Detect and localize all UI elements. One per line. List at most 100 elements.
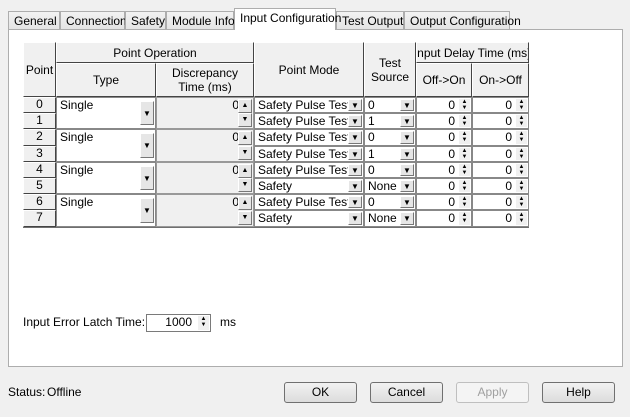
discrepancy-time-value: 0 xyxy=(232,162,239,177)
spin-down-icon[interactable]: ▼ xyxy=(238,113,252,128)
chevron-down-icon[interactable]: ▼ xyxy=(348,196,362,209)
point-mode-dropdown[interactable]: Safety Pulse Test ▼ xyxy=(254,145,364,162)
spinner-icon[interactable]: ▲ ▼ xyxy=(459,115,470,128)
spinner-icon[interactable]: ▲ ▼ xyxy=(516,180,527,193)
spin-up-icon[interactable]: ▲ xyxy=(238,196,252,211)
off-on-delay-input[interactable]: 0 ▲ ▼ xyxy=(416,161,472,178)
chevron-down-icon[interactable]: ▼ xyxy=(348,163,362,176)
discrepancy-time-input[interactable]: 0 ▲ ▼ xyxy=(156,161,254,195)
header-on-off: On->Off xyxy=(472,63,529,97)
chevron-down-icon[interactable]: ▼ xyxy=(348,147,362,160)
spin-up-icon[interactable]: ▲ xyxy=(238,131,252,146)
chevron-down-icon[interactable]: ▼ xyxy=(140,165,154,191)
test-source-dropdown[interactable]: 1 ▼ xyxy=(364,113,416,130)
test-source-dropdown[interactable]: 0 ▼ xyxy=(364,194,416,211)
point-mode-value: Safety Pulse Test xyxy=(258,130,351,145)
off-on-delay-input[interactable]: 0 ▲ ▼ xyxy=(416,129,472,146)
chevron-down-icon[interactable]: ▼ xyxy=(400,147,414,160)
spin-down-icon[interactable]: ▼ xyxy=(238,145,252,160)
on-off-delay-input[interactable]: 0 ▲ ▼ xyxy=(472,97,529,114)
chevron-down-icon[interactable]: ▼ xyxy=(400,115,414,128)
point-mode-dropdown[interactable]: Safety Pulse Test ▼ xyxy=(254,161,364,178)
on-off-delay-input[interactable]: 0 ▲ ▼ xyxy=(472,194,529,211)
on-off-delay-input[interactable]: 0 ▲ ▼ xyxy=(472,178,529,195)
tab-input-configuration[interactable]: Input Configuration xyxy=(234,8,341,30)
test-source-dropdown[interactable]: 0 ▼ xyxy=(364,129,416,146)
chevron-down-icon[interactable]: ▼ xyxy=(400,196,414,209)
tab-module-info[interactable]: Module Info xyxy=(166,11,235,30)
off-on-delay-input[interactable]: 0 ▲ ▼ xyxy=(416,178,472,195)
chevron-down-icon[interactable]: ▼ xyxy=(140,198,154,223)
type-dropdown[interactable]: Single ▼ xyxy=(56,161,156,195)
spinner-icon[interactable]: ▲ ▼ xyxy=(516,196,527,209)
chevron-down-icon[interactable]: ▼ xyxy=(400,180,414,193)
spin-up-icon[interactable]: ▲ xyxy=(238,163,252,178)
latch-time-input[interactable]: 1000 ▲ ▼ xyxy=(146,314,211,332)
discrepancy-time-input[interactable]: 0 ▲ ▼ xyxy=(156,129,254,162)
spinner-icon[interactable]: ▲ ▼ xyxy=(516,115,527,128)
point-mode-dropdown[interactable]: Safety Pulse Test ▼ xyxy=(254,113,364,130)
apply-button[interactable]: Apply xyxy=(456,382,529,403)
type-dropdown[interactable]: Single ▼ xyxy=(56,97,156,130)
spinner-icon[interactable]: ▲ ▼ xyxy=(459,163,470,176)
test-source-dropdown[interactable]: 1 ▼ xyxy=(364,145,416,162)
type-dropdown[interactable]: Single ▼ xyxy=(56,129,156,162)
off-on-delay-input[interactable]: 0 ▲ ▼ xyxy=(416,113,472,130)
test-source-dropdown[interactable]: None ▼ xyxy=(364,210,416,227)
test-source-dropdown[interactable]: None ▼ xyxy=(364,178,416,195)
tab-test-output[interactable]: Test Output xyxy=(336,11,404,30)
chevron-down-icon[interactable]: ▼ xyxy=(348,115,362,128)
point-mode-dropdown[interactable]: Safety Pulse Test ▼ xyxy=(254,97,364,114)
off-on-delay-input[interactable]: 0 ▲ ▼ xyxy=(416,97,472,114)
chevron-down-icon[interactable]: ▼ xyxy=(348,131,362,144)
chevron-down-icon[interactable]: ▼ xyxy=(348,212,362,225)
chevron-down-icon[interactable]: ▼ xyxy=(140,101,154,126)
test-source-dropdown[interactable]: 0 ▼ xyxy=(364,97,416,114)
spinner-icon[interactable]: ▲ ▼ xyxy=(459,180,470,193)
spinner-icon[interactable]: ▲ ▼ xyxy=(459,99,470,112)
spin-down-icon[interactable]: ▼ xyxy=(238,178,252,193)
spin-up-icon[interactable]: ▲ xyxy=(238,99,252,113)
tab-general[interactable]: General xyxy=(8,11,60,30)
spin-down-icon[interactable]: ▼ xyxy=(238,210,252,225)
on-off-delay-input[interactable]: 0 ▲ ▼ xyxy=(472,145,529,162)
off-on-delay-input[interactable]: 0 ▲ ▼ xyxy=(416,210,472,227)
on-off-delay-input[interactable]: 0 ▲ ▼ xyxy=(472,161,529,178)
on-off-delay-input[interactable]: 0 ▲ ▼ xyxy=(472,210,529,227)
spinner-icon[interactable]: ▲ ▼ xyxy=(516,131,527,144)
spinner-icon[interactable]: ▲ ▼ xyxy=(516,147,527,160)
latch-time-spinner[interactable]: ▲ ▼ xyxy=(198,316,209,330)
spinner-icon[interactable]: ▲ ▼ xyxy=(459,212,470,225)
spinner-icon[interactable]: ▲ ▼ xyxy=(459,147,470,160)
spinner-icon[interactable]: ▲ ▼ xyxy=(459,131,470,144)
chevron-down-icon[interactable]: ▼ xyxy=(400,163,414,176)
on-off-delay-input[interactable]: 0 ▲ ▼ xyxy=(472,113,529,130)
off-on-delay-input[interactable]: 0 ▲ ▼ xyxy=(416,194,472,211)
spinner-icon[interactable]: ▲ ▼ xyxy=(516,99,527,112)
chevron-down-icon[interactable]: ▼ xyxy=(348,99,362,112)
spinner-icon[interactable]: ▲ ▼ xyxy=(516,212,527,225)
chevron-down-icon[interactable]: ▼ xyxy=(400,212,414,225)
help-button[interactable]: Help xyxy=(542,382,615,403)
point-mode-dropdown[interactable]: Safety ▼ xyxy=(254,210,364,227)
point-mode-dropdown[interactable]: Safety ▼ xyxy=(254,178,364,195)
tab-connection[interactable]: Connection xyxy=(60,11,127,30)
type-dropdown[interactable]: Single ▼ xyxy=(56,194,156,227)
discrepancy-time-input[interactable]: 0 ▲ ▼ xyxy=(156,194,254,227)
discrepancy-time-input[interactable]: 0 ▲ ▼ xyxy=(156,97,254,130)
off-on-delay-input[interactable]: 0 ▲ ▼ xyxy=(416,145,472,162)
chevron-down-icon[interactable]: ▼ xyxy=(348,180,362,193)
on-off-delay-input[interactable]: 0 ▲ ▼ xyxy=(472,129,529,146)
tab-safety[interactable]: Safety xyxy=(125,11,166,30)
point-mode-dropdown[interactable]: Safety Pulse Test ▼ xyxy=(254,194,364,211)
chevron-down-icon[interactable]: ▼ xyxy=(400,99,414,112)
spinner-icon[interactable]: ▲ ▼ xyxy=(459,196,470,209)
spinner-icon[interactable]: ▲ ▼ xyxy=(516,163,527,176)
ok-button[interactable]: OK xyxy=(284,382,357,403)
point-mode-dropdown[interactable]: Safety Pulse Test ▼ xyxy=(254,129,364,146)
chevron-down-icon[interactable]: ▼ xyxy=(400,131,414,144)
cancel-button[interactable]: Cancel xyxy=(370,382,443,403)
tab-output-configuration[interactable]: Output Configuration xyxy=(404,11,521,30)
chevron-down-icon[interactable]: ▼ xyxy=(140,133,154,158)
test-source-dropdown[interactable]: 0 ▼ xyxy=(364,161,416,178)
